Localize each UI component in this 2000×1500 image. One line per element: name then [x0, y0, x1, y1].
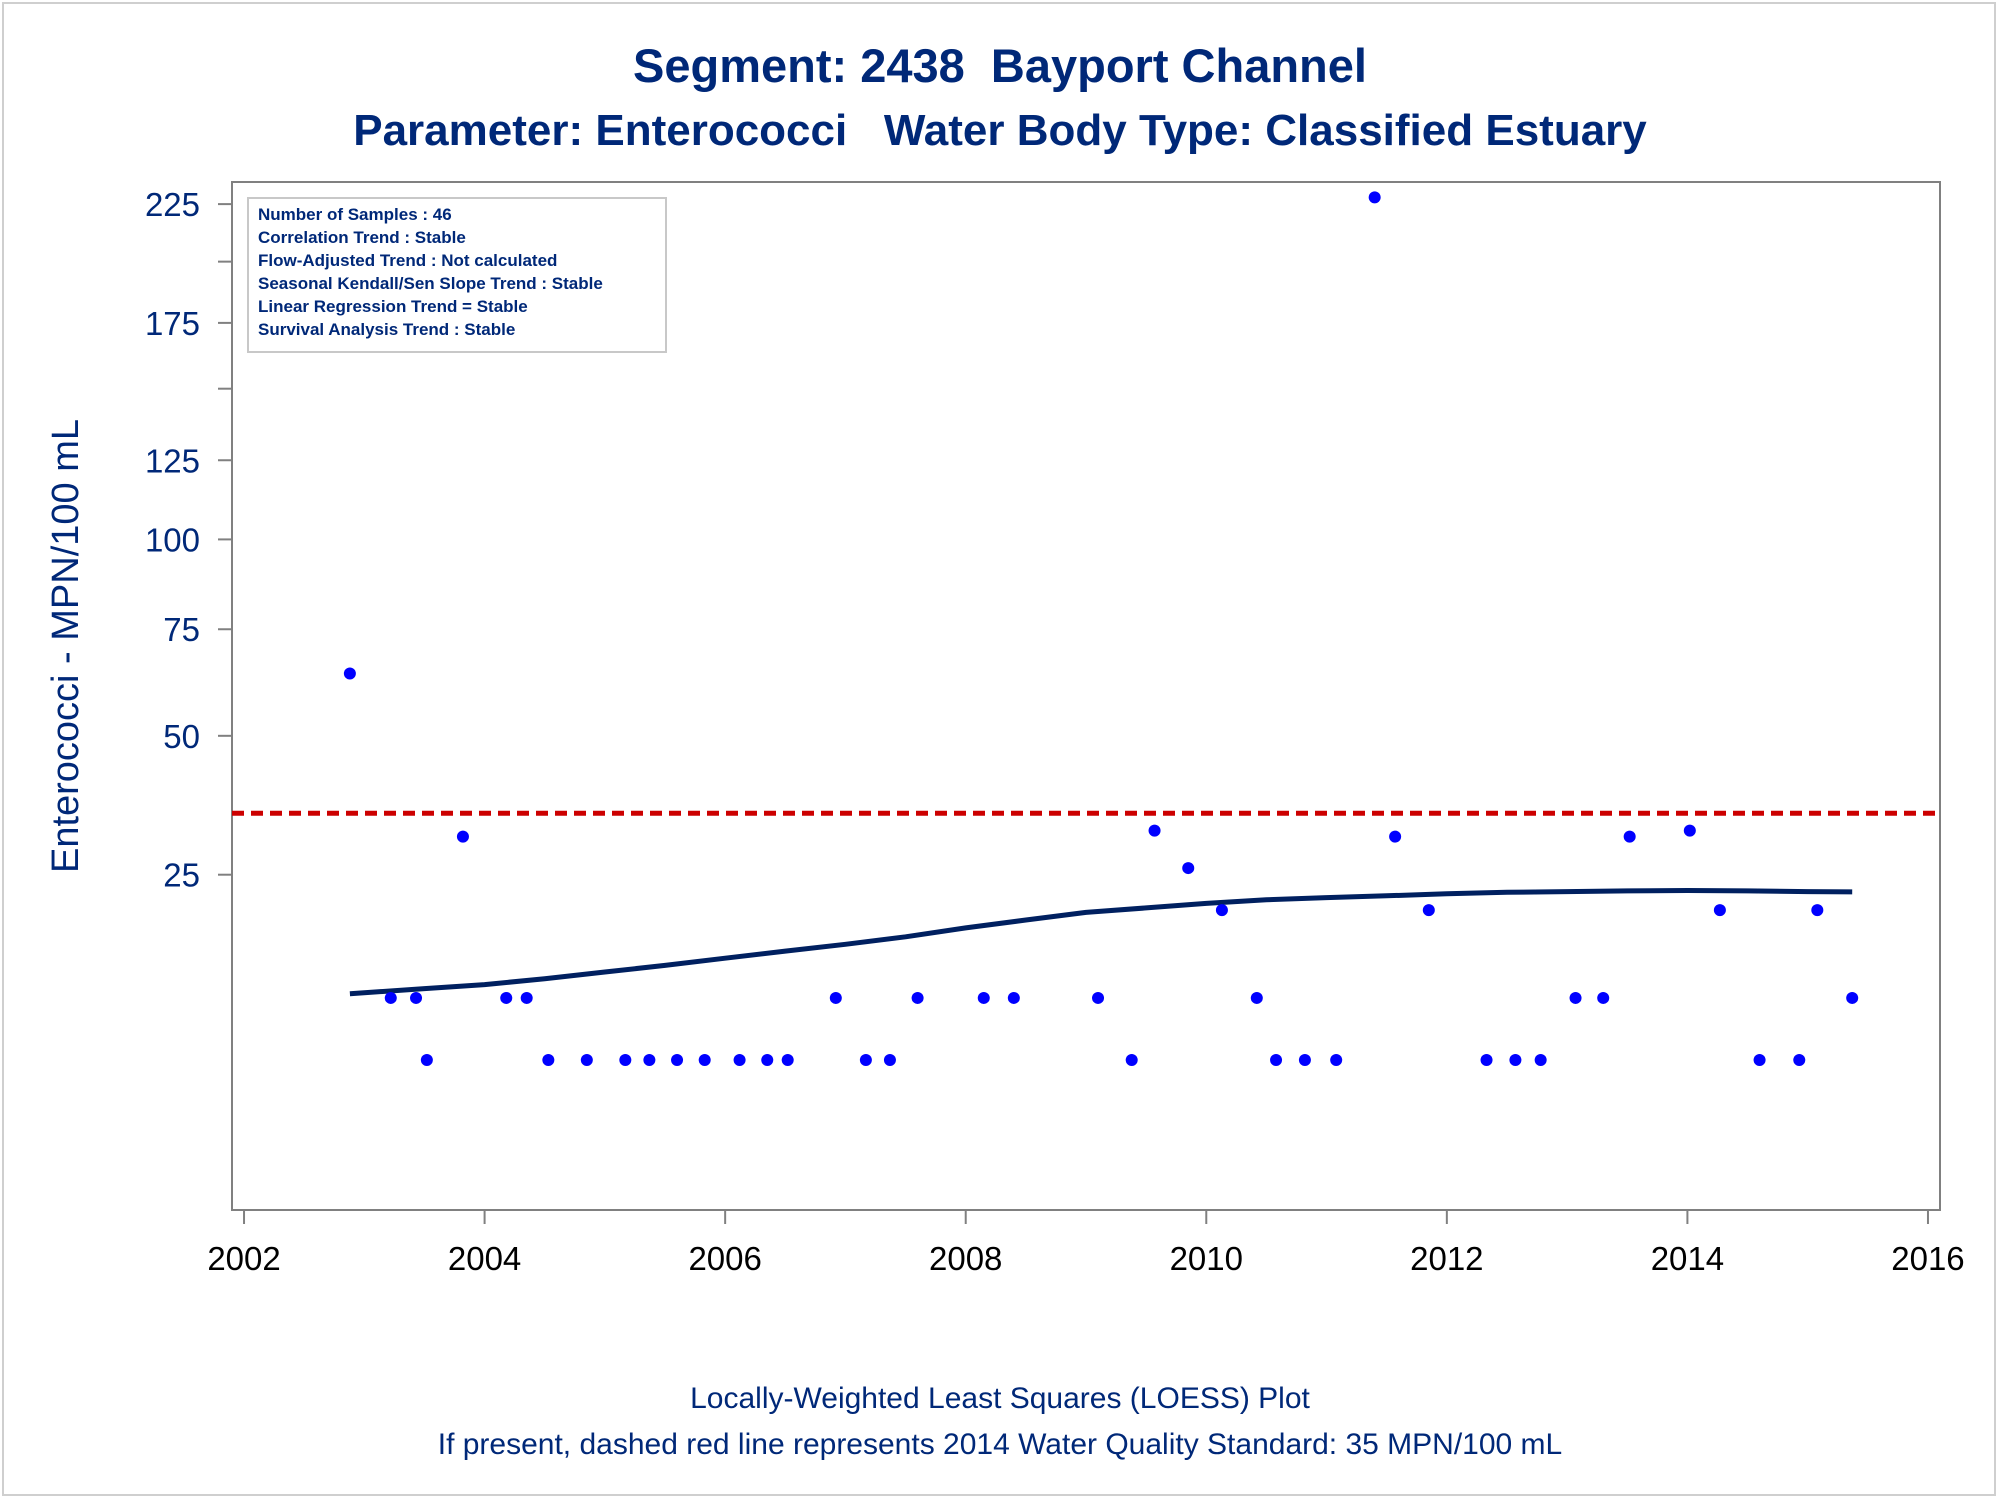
- trend-statistics-box: Number of Samples : 46 Correlation Trend …: [247, 197, 667, 353]
- y-tick-label: 25: [163, 857, 200, 894]
- data-point: [520, 991, 533, 1004]
- data-point: [859, 1054, 872, 1067]
- data-point: [384, 991, 397, 1004]
- plot-area-frame: [231, 181, 1941, 1211]
- y-axis: 25 50 75 100 125 175 225: [145, 186, 232, 894]
- data-point: [1368, 191, 1381, 204]
- data-point: [1480, 1054, 1493, 1067]
- data-point: [761, 1054, 774, 1067]
- data-point: [542, 1054, 555, 1067]
- data-point: [1422, 904, 1435, 917]
- data-point: [671, 1054, 684, 1067]
- data-point: [883, 1054, 896, 1067]
- stats-line: Linear Regression Trend = Stable: [258, 297, 528, 316]
- data-point: [1793, 1054, 1806, 1067]
- data-point: [500, 991, 513, 1004]
- footnote-loess: Locally-Weighted Least Squares (LOESS) P…: [690, 1382, 1310, 1415]
- data-point: [911, 991, 924, 1004]
- data-point: [977, 991, 990, 1004]
- data-point: [1092, 991, 1105, 1004]
- y-tick-label: 50: [163, 718, 200, 755]
- x-tick-label: 2006: [688, 1240, 761, 1277]
- data-point: [1330, 1054, 1343, 1067]
- x-tick-label: 2004: [448, 1240, 521, 1277]
- data-point: [1148, 824, 1161, 837]
- data-point: [733, 1054, 746, 1067]
- data-point: [410, 991, 423, 1004]
- footnote-standard: If present, dashed red line represents 2…: [437, 1428, 1563, 1461]
- data-point: [1683, 824, 1696, 837]
- data-point: [1753, 1054, 1766, 1067]
- y-tick-label: 125: [145, 442, 200, 479]
- data-point: [1846, 991, 1859, 1004]
- x-tick-label: 2010: [1170, 1240, 1243, 1277]
- x-axis: 2002 2004 2006 2008 2010 2012 2014 2016: [207, 1210, 1965, 1277]
- data-point: [1182, 862, 1195, 875]
- data-point: [1007, 991, 1020, 1004]
- stats-line: Flow-Adjusted Trend : Not calculated: [258, 251, 557, 270]
- x-tick-label: 2014: [1651, 1240, 1724, 1277]
- data-point: [1298, 1054, 1311, 1067]
- stats-line: Number of Samples : 46: [258, 205, 452, 224]
- data-point: [580, 1054, 593, 1067]
- stats-box-border: [247, 197, 667, 353]
- loess-line: [349, 888, 1853, 997]
- data-point: [456, 830, 469, 843]
- data-point: [1215, 904, 1228, 917]
- data-point: [1811, 904, 1824, 917]
- data-point: [343, 667, 356, 680]
- y-axis-title: Enterococci - MPN/100 mL: [45, 419, 87, 873]
- data-point: [1623, 830, 1636, 843]
- data-point: [1713, 904, 1726, 917]
- chart-title: Segment: 2438 Bayport Channel: [633, 39, 1367, 92]
- chart-subtitle: Parameter: Enterococci Water Body Type: …: [353, 106, 1647, 155]
- data-point: [420, 1054, 433, 1067]
- data-point: [619, 1054, 632, 1067]
- data-point: [1569, 991, 1582, 1004]
- y-tick-label: 175: [145, 305, 200, 342]
- x-tick-label: 2016: [1891, 1240, 1964, 1277]
- stats-line: Seasonal Kendall/Sen Slope Trend : Stabl…: [258, 274, 603, 293]
- data-point: [1534, 1054, 1547, 1067]
- x-tick-label: 2008: [929, 1240, 1002, 1277]
- data-point: [1250, 991, 1263, 1004]
- data-point: [781, 1054, 794, 1067]
- y-tick-label: 100: [145, 521, 200, 558]
- data-point: [1509, 1054, 1522, 1067]
- data-point: [1125, 1054, 1138, 1067]
- data-point: [1389, 830, 1402, 843]
- data-point: [698, 1054, 711, 1067]
- x-tick-label: 2002: [207, 1240, 280, 1277]
- data-point: [1597, 991, 1610, 1004]
- data-point: [829, 991, 842, 1004]
- stats-line: Survival Analysis Trend : Stable: [258, 320, 515, 339]
- x-tick-label: 2012: [1410, 1240, 1483, 1277]
- y-tick-label: 75: [163, 611, 200, 648]
- stats-line: Correlation Trend : Stable: [258, 228, 466, 247]
- data-point: [643, 1054, 656, 1067]
- y-tick-label: 225: [145, 186, 200, 223]
- data-point: [1270, 1054, 1283, 1067]
